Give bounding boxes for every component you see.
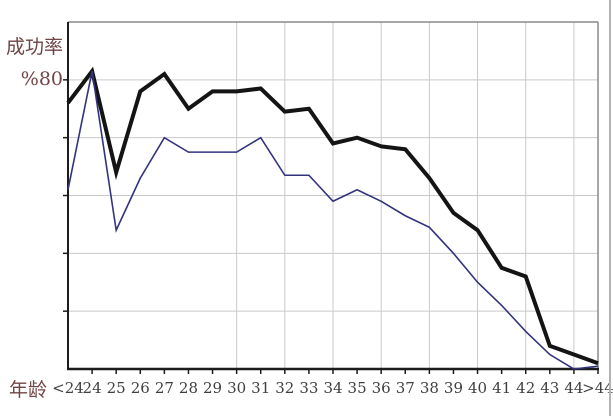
x-tick-label: 28 (178, 379, 198, 397)
x-tick-label: 38 (419, 379, 439, 397)
x-tick-label: 40 (467, 379, 488, 397)
x-tick-label: 36 (371, 379, 391, 397)
x-tick-label: 27 (154, 379, 174, 397)
x-tick-label: 31 (251, 379, 271, 397)
x-tick-label: 29 (202, 379, 223, 397)
x-tick-label: 33 (299, 379, 319, 397)
series-line-success-rate-thick-black (66, 66, 599, 366)
x-tick-label: 39 (443, 379, 463, 397)
x-tick-label: 26 (130, 379, 150, 397)
x-tick-label: 25 (106, 379, 126, 397)
x-tick-label: 44 (564, 379, 584, 397)
x-tick-label: 41 (492, 379, 512, 397)
image-right-border (609, 0, 611, 416)
x-tick-label: 42 (516, 379, 536, 397)
x-axis-title: 年龄 (9, 379, 48, 401)
x-tick-label: >44 (582, 379, 613, 397)
x-tick-label: 30 (227, 379, 247, 397)
x-tick-label: 24 (82, 379, 102, 397)
y-axis-title: 成功率 (6, 36, 64, 58)
x-tick-label: <24 (52, 379, 84, 397)
x-tick-label: 34 (323, 379, 343, 397)
x-tick-label: 43 (540, 379, 560, 397)
x-tick-label: 32 (275, 379, 295, 397)
series-line-success-rate-thin-blue (67, 70, 599, 370)
y-axis-tick-label-80: %80 (20, 68, 63, 90)
x-tick-label: 35 (347, 379, 367, 397)
x-tick-label: 37 (395, 379, 415, 397)
